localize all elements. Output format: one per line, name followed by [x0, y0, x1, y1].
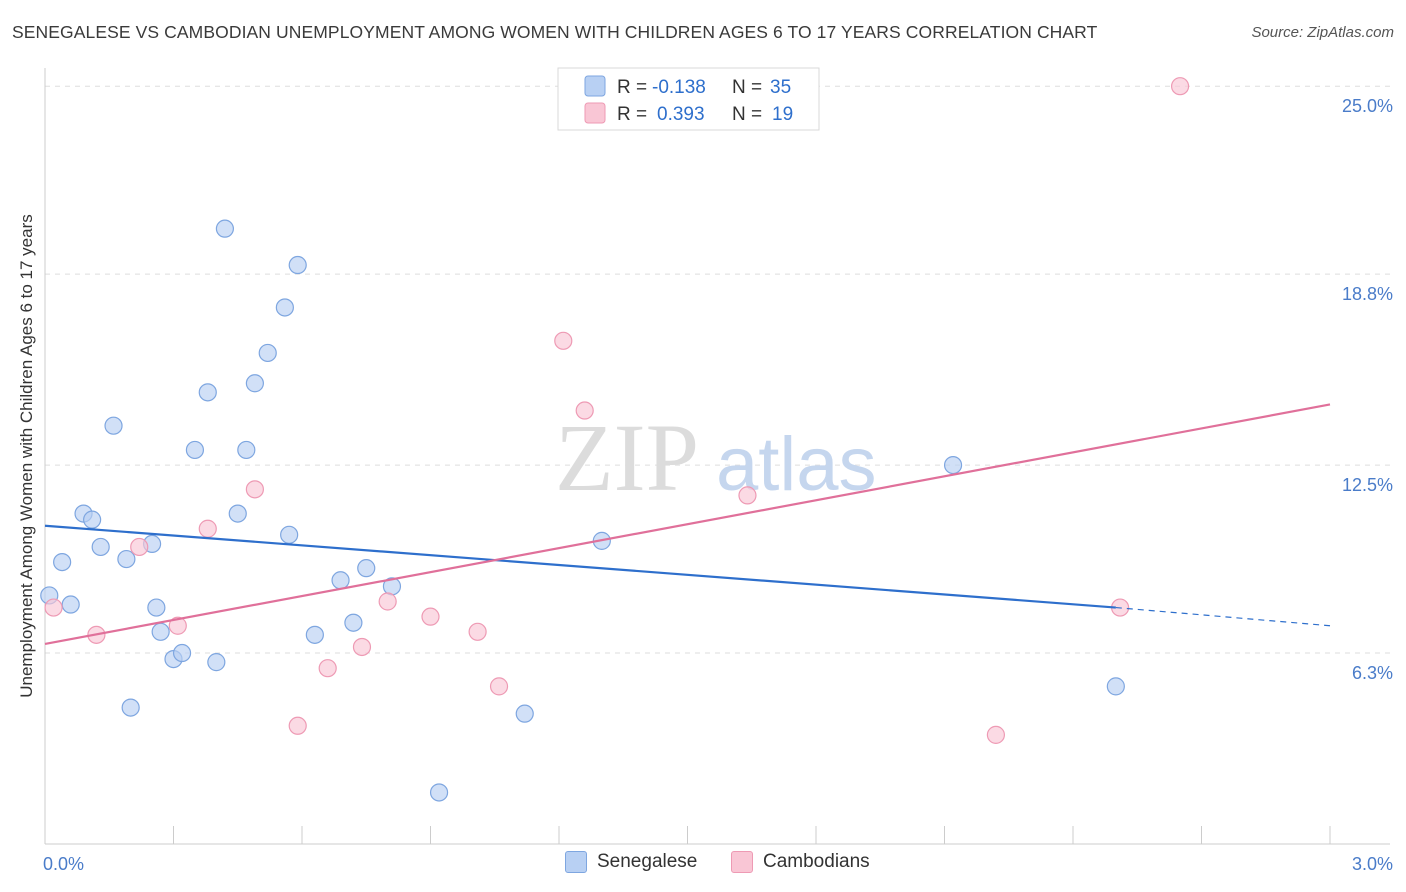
- senegalese-point: [91, 537, 110, 557]
- y-tick-label: 18.8%: [1342, 284, 1393, 304]
- legend-swatch-cambodians: [584, 102, 606, 124]
- y-tick-label: 12.5%: [1342, 475, 1393, 495]
- cambodians-point: [352, 637, 372, 657]
- cambodians-point: [554, 331, 573, 350]
- legend-n-label: N =: [732, 104, 762, 125]
- senegalese-point: [185, 440, 205, 460]
- legend-swatch-senegalese: [584, 75, 606, 97]
- cambodians-point: [288, 716, 307, 735]
- cambodians-point: [44, 598, 63, 617]
- cambodians-point: [421, 607, 440, 626]
- senegalese-point: [172, 643, 192, 663]
- cambodians-point: [245, 480, 264, 499]
- legend-r-label: R =: [617, 104, 647, 125]
- senegalese-point: [237, 440, 256, 460]
- senegalese-point: [357, 559, 376, 578]
- senegalese-point: [344, 613, 363, 632]
- senegalese-point: [83, 510, 102, 529]
- legend-r-value: -0.138: [652, 77, 706, 98]
- y-tick-label: 6.3%: [1352, 663, 1393, 683]
- cambodians-point: [130, 537, 149, 557]
- legend-n-label: N =: [732, 77, 762, 98]
- senegalese-point: [331, 571, 350, 590]
- chart-title: SENEGALESE VS CAMBODIAN UNEMPLOYMENT AMO…: [12, 22, 1098, 42]
- cambodians-point: [318, 659, 337, 678]
- cambodians-point: [1170, 77, 1190, 96]
- cambodians-point: [168, 616, 187, 635]
- data-points: [40, 77, 1190, 802]
- senegalese-point: [258, 343, 277, 363]
- senegalese-point: [429, 783, 449, 802]
- legend-label: Cambodians: [763, 851, 870, 872]
- senegalese-point: [207, 653, 226, 672]
- legend-n-value: 35: [770, 77, 791, 98]
- gridlines: [45, 85, 1390, 654]
- cambodians-swatch: [731, 851, 753, 873]
- cambodians-point: [575, 401, 594, 420]
- senegalese-point: [104, 416, 123, 435]
- senegalese-point: [1106, 677, 1125, 696]
- watermark-zip: ZIP: [555, 404, 699, 511]
- senegalese-point: [288, 255, 307, 275]
- tick-labels: 6.3% 12.5% 18.8% 25.0% 0.0% 3.0%: [43, 96, 1393, 874]
- senegalese-point: [515, 704, 534, 723]
- x-tick-label: 3.0%: [1352, 854, 1393, 874]
- legend-label: Senegalese: [597, 851, 698, 872]
- axes: [44, 68, 1390, 845]
- senegalese-point: [215, 219, 234, 238]
- senegalese-point: [121, 698, 140, 717]
- senegalese-point: [151, 622, 170, 641]
- legend-n-value: 19: [772, 104, 793, 125]
- cambodians-point: [198, 519, 217, 538]
- trend-lines: [44, 403, 1331, 646]
- source-credit: Source: ZipAtlas.com: [1251, 24, 1394, 41]
- cambodians-point: [378, 592, 397, 611]
- cambodians-point: [489, 677, 509, 696]
- senegalese-point: [147, 598, 166, 617]
- senegalese-swatch: [565, 851, 587, 873]
- cambodians-trend-line: [44, 403, 1331, 646]
- senegalese-point: [305, 625, 324, 644]
- senegalese-point: [198, 383, 217, 402]
- senegalese-point: [228, 504, 247, 523]
- cambodians-point: [468, 622, 487, 641]
- senegalese-point: [280, 525, 299, 544]
- legend-item-cambodians: Cambodians: [731, 851, 870, 873]
- senegalese-point: [943, 455, 963, 475]
- senegalese-trend-line: [44, 524, 1116, 609]
- senegalese-point: [245, 374, 264, 393]
- cambodians-point: [986, 725, 1006, 744]
- legend-r-label: R =: [617, 77, 647, 98]
- senegalese-point: [53, 552, 72, 572]
- senegalese-point: [117, 549, 136, 569]
- x-tick-label: 0.0%: [43, 854, 84, 874]
- y-tick-label: 25.0%: [1342, 96, 1393, 116]
- senegalese-trend-extension: [1115, 606, 1331, 627]
- legend-item-senegalese: Senegalese: [565, 851, 697, 873]
- legend-r-value: 0.393: [657, 104, 705, 125]
- correlation-legend: R = -0.138 N = 35 R = 0.393 N = 19: [557, 67, 820, 131]
- senegalese-point: [275, 298, 294, 317]
- cambodians-point: [738, 486, 757, 505]
- senegalese-point: [61, 595, 80, 614]
